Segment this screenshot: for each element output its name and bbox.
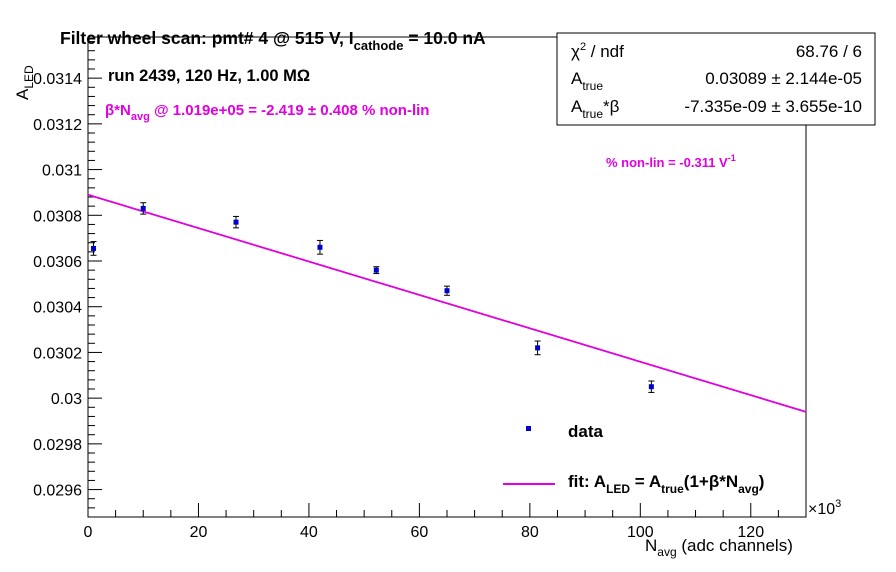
y-axis: 0.0296 0.0298 0.03 0.0302 0.0304 0.0306 0.0308… <box>33 41 102 518</box>
atrue-beta-label: Atrue*β <box>571 97 620 121</box>
chi2-value: 68.76 / 6 <box>796 42 862 61</box>
y-tick-label: 0.0296 <box>33 483 82 500</box>
data-marker <box>91 245 97 251</box>
fit-line <box>87 193 807 413</box>
atrue-value: 0.03089 ± 2.144e-05 <box>705 69 862 88</box>
x-axis-exponent: ×103 <box>808 498 841 518</box>
data-point <box>648 380 655 393</box>
x-tick-label: 120 <box>737 524 764 541</box>
x-tick-label: 0 <box>84 524 93 541</box>
data-point <box>233 215 240 229</box>
y-tick-label: 0.031 <box>42 163 82 180</box>
y-tick-label: 0.0298 <box>33 437 82 454</box>
data-marker <box>535 345 541 351</box>
data-point <box>90 241 97 256</box>
data-point <box>444 285 450 296</box>
data-point <box>534 340 541 356</box>
y-tick-label: 0.0302 <box>33 345 82 362</box>
x-tick-label: 40 <box>300 524 318 541</box>
y-tick-label: 0.03 <box>51 391 82 408</box>
data-marker <box>317 244 323 250</box>
legend-data-marker <box>526 426 531 431</box>
x-tick-label: 80 <box>521 524 539 541</box>
nonlin-per-volt-annotation: % non-lin = -0.311 V-1 <box>606 153 736 170</box>
run-info: run 2439, 120 Hz, 1.00 MΩ <box>108 67 310 85</box>
data-marker <box>444 288 450 294</box>
data-point <box>373 266 380 275</box>
chart-title: Filter wheel scan: pmt# 4 @ 515 V, Icath… <box>60 28 486 53</box>
y-tick-label: 0.0312 <box>33 117 82 134</box>
legend: data fit: ALED = Atrue(1+β*Navg) <box>503 422 764 496</box>
fit-stats-box: χ2 / ndf 68.76 / 6 Atrue 0.03089 ± 2.144… <box>556 32 876 126</box>
y-tick-label: 0.0306 <box>33 254 82 271</box>
y-tick-label: 0.0304 <box>33 300 82 317</box>
legend-fit-label: fit: ALED = Atrue(1+β*Navg) <box>568 472 764 496</box>
y-axis-label: ALED <box>13 65 36 100</box>
x-tick-label: 20 <box>190 524 208 541</box>
beta-nonlin-annotation: β*Navg @ 1.019e+05 = -2.419 ± 0.408 % no… <box>105 102 429 123</box>
y-tick-label: 0.0308 <box>33 208 82 225</box>
chi2-label: χ2 / ndf <box>571 41 624 61</box>
data-point <box>316 239 323 255</box>
legend-data-label: data <box>568 422 604 441</box>
x-axis: 0 20 40 60 80 100 120 <box>84 503 807 541</box>
x-axis-label: Navg (adc channels) <box>645 536 793 559</box>
data-marker <box>648 384 654 390</box>
data-marker <box>373 267 379 273</box>
x-tick-label: 60 <box>410 524 428 541</box>
atrue-beta-value: -7.335e-09 ± 3.655e-10 <box>684 97 862 116</box>
x-tick-label: 100 <box>627 524 654 541</box>
y-tick-label: 0.0314 <box>33 71 82 88</box>
data-marker <box>233 219 239 225</box>
atrue-label: Atrue <box>571 69 603 93</box>
data-point <box>140 202 147 215</box>
data-points <box>90 202 655 393</box>
data-marker <box>140 205 146 211</box>
